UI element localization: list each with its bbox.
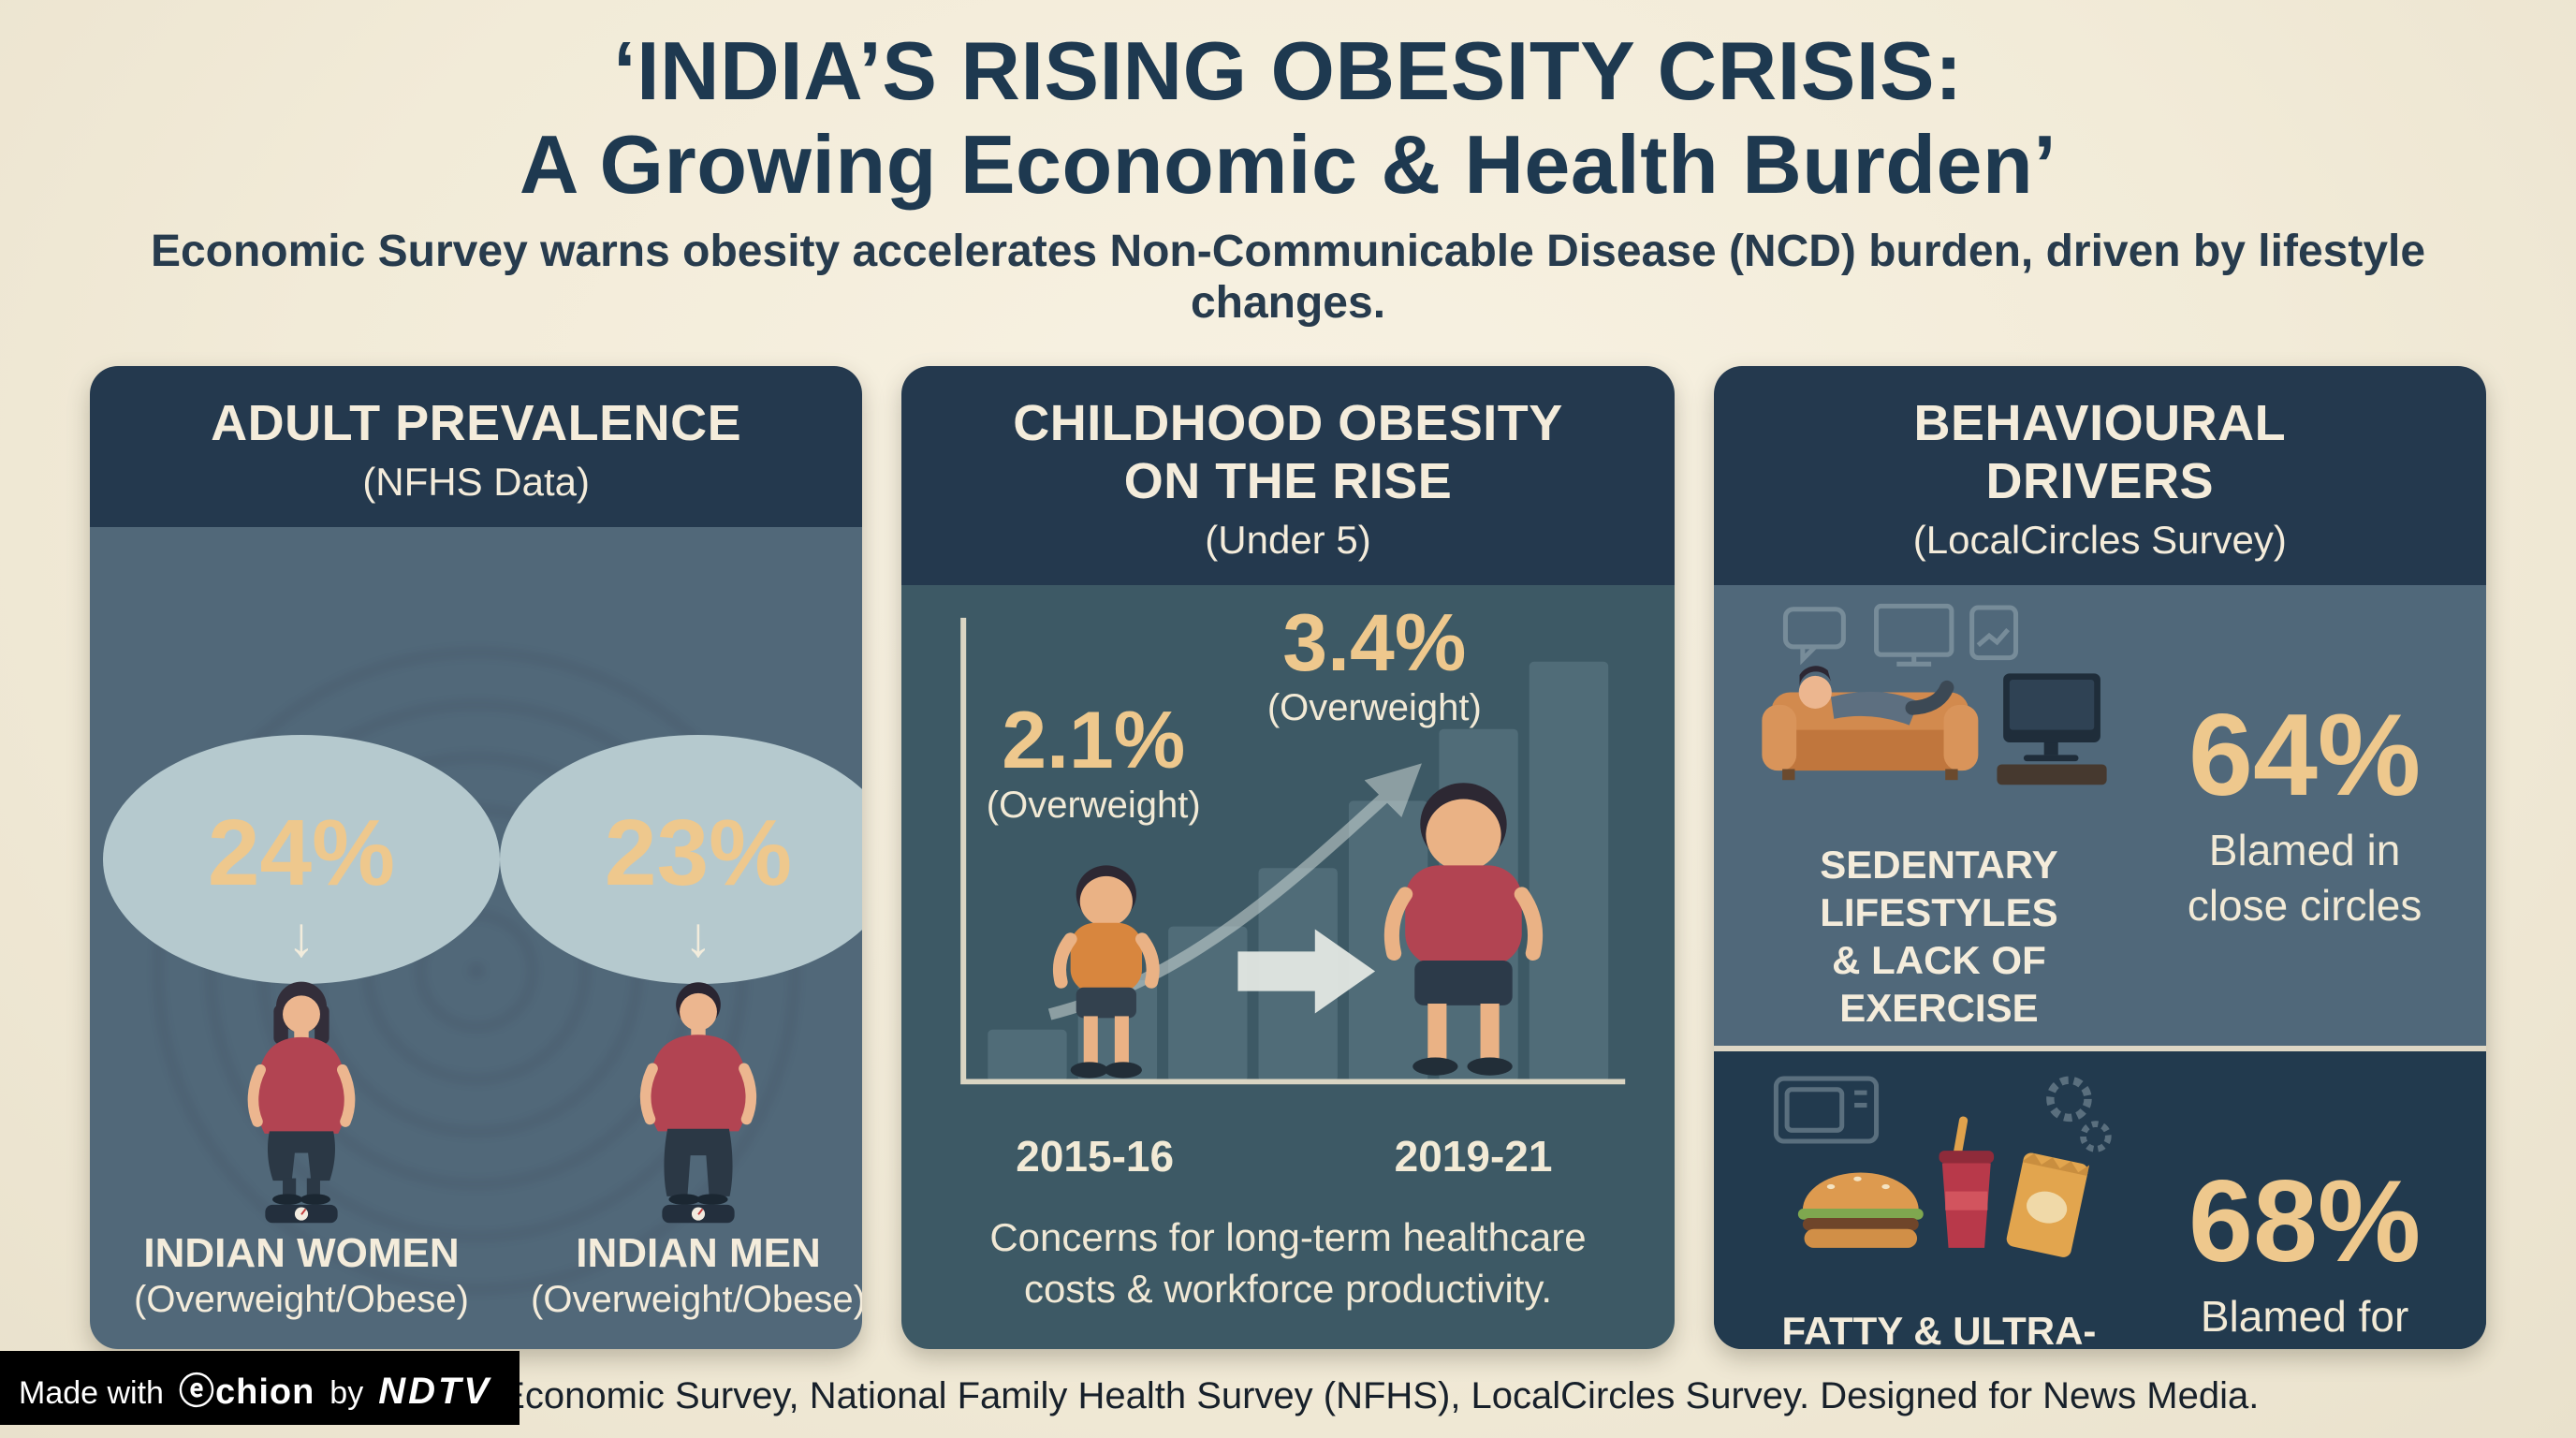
driver-food-stat: 68% Blamed for obesity (2144, 1164, 2466, 1349)
tv-icon (1997, 672, 2107, 785)
driver-sedentary-value: 64% (2188, 690, 2422, 820)
page-title-line2: A Growing Economic & Health Burden’ (519, 118, 2057, 212)
watermark-brand-logo: ⓔchion (178, 1372, 315, 1412)
panel-childhood-subtitle: (Under 5) (1205, 517, 1371, 562)
page-title: ‘INDIA’S RISING OBESITY CRISIS: A Growin… (56, 24, 2520, 213)
panel-adult-prevalence: ADULT PREVALENCE (NFHS Data) 24% ↓ (90, 365, 863, 1349)
driver-food-label: FATTY & ULTRA-PROCESSED FOOD CONSUMPTION (1781, 1308, 2097, 1349)
women-label: INDIAN WOMEN (143, 1229, 460, 1276)
down-arrow-icon: ↓ (287, 904, 315, 968)
toddler-figure-illustration (1053, 865, 1161, 1078)
man-figure-illustration (639, 981, 757, 1223)
men-label: INDIAN MEN (576, 1229, 821, 1276)
panel-childhood-header: CHILDHOOD OBESITY ON THE RISE (Under 5) (901, 365, 1675, 585)
year-label-2019: 2019-21 (1394, 1131, 1553, 1181)
women-sublabel: (Overweight/Obese) (134, 1278, 469, 1320)
panel-childhood-body: 2.1% (Overweight) 3.4% (Overweight) 2015… (901, 584, 1675, 1349)
stat-2015-label: (Overweight) (986, 784, 1201, 826)
year-axis-labels: 2015-16 2019-21 (901, 1131, 1674, 1198)
stat-2019-label: (Overweight) (1266, 687, 1482, 729)
panel-behavioural-drivers: BEHAVIOURAL DRIVERS (LocalCircles Survey… (1713, 365, 2486, 1349)
stat-2019-value: 3.4% (1282, 598, 1467, 689)
source-text: Economic Survey, National Family Health … (500, 1374, 2260, 1416)
chips-bag-icon (2006, 1152, 2090, 1257)
microwave-icon (1773, 1076, 1879, 1144)
driver-sedentary-left: SEDENTARY LIFESTYLES & LACK OF EXERCISE (1734, 598, 2144, 1033)
panel-adult-body: 24% ↓ (90, 526, 863, 1349)
page-title-line1: ‘INDIA’S RISING OBESITY CRISIS: (613, 24, 1963, 117)
driver-sedentary-label: SEDENTARY LIFESTYLES & LACK OF EXERCISE (1820, 842, 2058, 1031)
panel-adult-subtitle: (NFHS Data) (362, 459, 591, 504)
spotlight-circle (103, 734, 500, 984)
speech-bubble-icon (1782, 606, 1846, 665)
panel-childhood-title: CHILDHOOD OBESITY ON THE RISE (1013, 394, 1563, 509)
watermark-prefix: Made with (19, 1375, 164, 1411)
year-label-2015: 2015-16 (1016, 1131, 1175, 1181)
driver-food-value: 68% (2188, 1156, 2422, 1286)
page-subtitle: Economic Survey warns obesity accelerate… (150, 226, 2426, 328)
women-stat-column: 24% ↓ (103, 551, 500, 1325)
panel-behavioural-body: SEDENTARY LIFESTYLES & LACK OF EXERCISE … (1713, 584, 2486, 1349)
driver-sedentary: SEDENTARY LIFESTYLES & LACK OF EXERCISE … (1713, 584, 2486, 1051)
childhood-note: Concerns for long-term healthcare costs … (989, 1214, 1587, 1312)
men-sublabel: (Overweight/Obese) (531, 1278, 863, 1320)
driver-food: FATTY & ULTRA-PROCESSED FOOD CONSUMPTION… (1713, 1050, 2486, 1349)
spotlight-circle (500, 734, 863, 984)
panel-adult-title: ADULT PREVALENCE (211, 394, 742, 451)
driver-food-blame: Blamed for obesity (2200, 1291, 2409, 1349)
monitor-icon (1873, 603, 1954, 667)
stat-2015-value: 2.1% (1002, 695, 1186, 785)
women-percentage: 24% (207, 800, 396, 905)
child-figure-illustration (1384, 782, 1544, 1076)
watermark-connector: by (329, 1375, 364, 1411)
burger-icon (1797, 1172, 1924, 1248)
childhood-obesity-chart (960, 617, 1626, 1084)
ndtv-logo: NDTV (378, 1371, 492, 1412)
driver-sedentary-blame: Blamed in close circles (2187, 825, 2422, 930)
panel-behavioural-subtitle: (LocalCircles Survey) (1912, 517, 2287, 562)
driver-food-left: FATTY & ULTRA-PROCESSED FOOD CONSUMPTION (1734, 1064, 2144, 1349)
panels-row: ADULT PREVALENCE (NFHS Data) 24% ↓ (90, 365, 2486, 1349)
watermark-bar: Made with ⓔchion by NDTV (0, 1351, 520, 1425)
stat-2015: 2.1% (Overweight) (957, 700, 1230, 827)
sedentary-lifestyle-illustration (1762, 603, 2107, 785)
panel-childhood-obesity: CHILDHOOD OBESITY ON THE RISE (Under 5) (901, 365, 1675, 1349)
axis-lines (960, 617, 1626, 1084)
men-stat-column: 23% ↓ (500, 551, 863, 1325)
weighing-scale-icon (662, 1204, 735, 1223)
gear-icon (2046, 1076, 2112, 1152)
stat-2019: 3.4% (Overweight) (1237, 603, 1511, 729)
soda-cup-icon (1939, 1116, 1995, 1248)
right-arrow-icon (1237, 929, 1376, 1014)
woman-figure-illustration (247, 981, 356, 1223)
down-arrow-icon: ↓ (684, 904, 712, 968)
driver-sedentary-stat: 64% Blamed in close circles (2144, 697, 2466, 933)
fast-food-illustration (1773, 1076, 2112, 1257)
panel-behavioural-title: BEHAVIOURAL DRIVERS (1913, 394, 2287, 509)
person-on-couch-icon (1798, 665, 1954, 726)
men-percentage: 23% (604, 800, 793, 905)
panel-adult-header: ADULT PREVALENCE (NFHS Data) (90, 365, 863, 527)
panel-behavioural-header: BEHAVIOURAL DRIVERS (LocalCircles Survey… (1713, 365, 2486, 585)
weighing-scale-icon (265, 1204, 338, 1223)
map-icon (1969, 605, 2018, 660)
childhood-chart-area: 2.1% (Overweight) 3.4% (Overweight) (928, 593, 1647, 1131)
